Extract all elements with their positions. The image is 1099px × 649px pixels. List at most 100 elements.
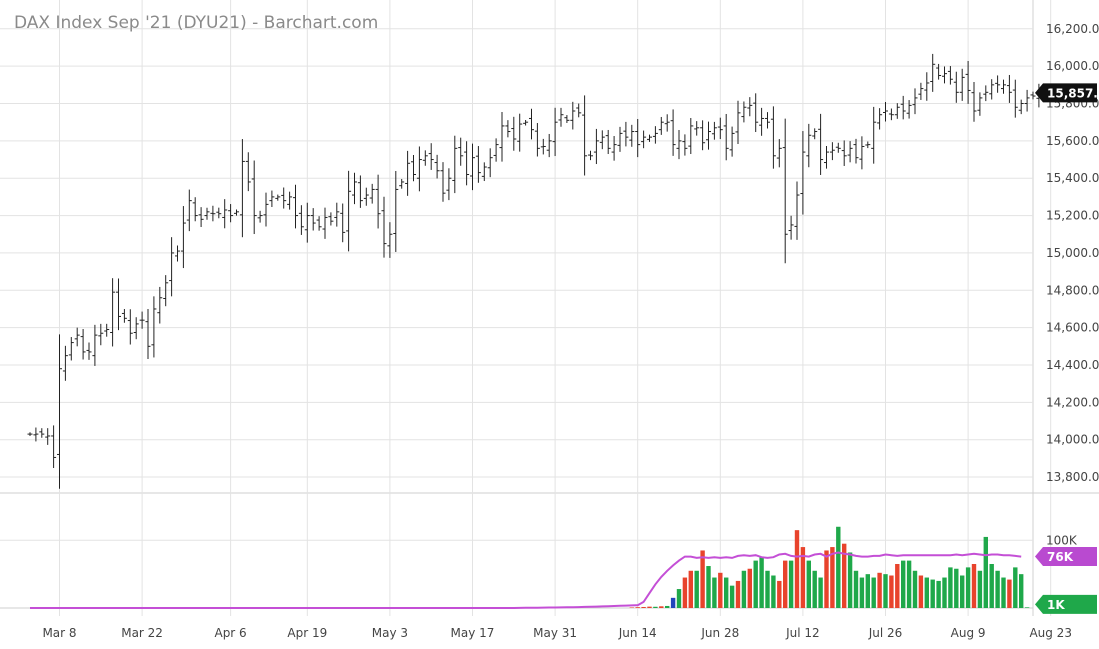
price-bar	[711, 121, 717, 140]
volume-bar	[1013, 567, 1018, 608]
price-bar	[375, 174, 381, 229]
date-tick-label: Jun 28	[700, 626, 739, 640]
volume-bar	[1001, 577, 1006, 608]
volume-bar	[753, 560, 758, 608]
volume-bar	[765, 570, 770, 608]
badges: 15,857.0 76K 1K	[1035, 83, 1099, 614]
volume-bar	[842, 543, 847, 608]
price-bar	[304, 202, 310, 243]
svg-text:15,857.0: 15,857.0	[1047, 86, 1099, 100]
price-bar	[239, 139, 245, 238]
price-bar	[918, 82, 924, 100]
price-bar	[942, 66, 947, 84]
price-bar	[157, 286, 163, 324]
price-bar	[947, 66, 953, 85]
price-tick-label: 14,000.0	[1046, 433, 1099, 447]
price-bar	[930, 53, 936, 92]
price-bar	[80, 329, 86, 360]
price-bar	[216, 207, 222, 219]
date-tick-label: May 31	[533, 626, 577, 640]
price-bar	[747, 97, 753, 117]
price-bar	[369, 183, 375, 204]
price-bar	[275, 194, 281, 201]
price-bar	[829, 142, 835, 161]
price-bar	[1018, 99, 1024, 115]
price-bar	[753, 93, 759, 133]
price-tick-label: 14,400.0	[1046, 358, 1099, 372]
price-bar	[735, 100, 741, 144]
volume-bar	[783, 560, 788, 608]
price-bar	[287, 191, 293, 210]
price-bar	[245, 152, 251, 192]
price-bar	[310, 208, 316, 231]
price-bar	[835, 142, 841, 153]
price-bar	[121, 309, 127, 323]
price-bar	[234, 209, 239, 216]
price-bar	[983, 85, 989, 102]
price-bar	[422, 150, 428, 166]
volume-bar	[971, 564, 977, 608]
price-tick-label: 15,200.0	[1046, 209, 1099, 223]
price-bar	[782, 118, 788, 264]
price-bar	[1024, 89, 1030, 112]
volume-bar	[670, 597, 676, 608]
price-bar	[228, 204, 234, 223]
volume-bar	[806, 560, 811, 608]
price-bar	[865, 141, 871, 149]
price-bar	[475, 146, 481, 183]
price-bar	[86, 342, 92, 360]
price-bar	[953, 71, 959, 103]
volume-bar	[794, 530, 800, 608]
volume-bar	[759, 557, 764, 608]
volume-bar	[818, 577, 823, 608]
volume-bar	[965, 567, 971, 608]
price-bar	[116, 278, 121, 331]
volume-bar	[824, 550, 829, 608]
date-tick-label: Aug 9	[951, 626, 986, 640]
price-bar	[588, 150, 593, 161]
price-bar	[340, 203, 346, 243]
price-bar	[51, 425, 57, 468]
price-bar	[812, 128, 818, 140]
axes: 13,800.0 14,000.0 14,200.0 14,400.0 14,600.0…	[42, 22, 1099, 640]
volume-bar	[653, 606, 658, 608]
price-bar	[33, 427, 39, 442]
volume-bar	[735, 580, 741, 608]
price-bar	[298, 205, 304, 235]
price-bar	[894, 103, 900, 119]
volume-bar	[906, 560, 912, 608]
price-bar	[1001, 79, 1006, 94]
price-bar	[540, 138, 546, 155]
price-bar	[352, 172, 357, 205]
price-bar	[27, 432, 33, 436]
volume-bar	[859, 577, 865, 608]
volume-bars	[30, 526, 1030, 609]
price-bar	[210, 205, 216, 222]
price-bar	[470, 143, 475, 191]
volume-bar	[1019, 574, 1024, 608]
price-bar	[192, 197, 198, 222]
volume-bar	[700, 550, 705, 608]
price-bar	[322, 207, 328, 239]
price-bar	[92, 324, 98, 366]
price-bar	[576, 103, 582, 118]
price-bar	[936, 63, 942, 80]
price-bar	[877, 108, 883, 130]
price-bar	[499, 111, 505, 162]
price-bar	[39, 428, 45, 438]
volume-bar	[924, 577, 929, 608]
svg-text:1K: 1K	[1047, 598, 1065, 612]
price-bar	[788, 215, 794, 240]
price-bar	[759, 107, 765, 136]
price-bar	[127, 309, 133, 345]
price-bar	[582, 95, 588, 176]
price-bar	[676, 130, 682, 160]
volume-bar	[918, 575, 924, 608]
svg-text:76K: 76K	[1047, 550, 1074, 564]
volume-ma-badge: 76K	[1035, 547, 1097, 567]
price-bar	[180, 206, 186, 269]
price-bar	[883, 101, 888, 122]
price-bar	[416, 146, 422, 192]
price-bar	[163, 275, 169, 307]
volume-bar	[771, 575, 776, 608]
